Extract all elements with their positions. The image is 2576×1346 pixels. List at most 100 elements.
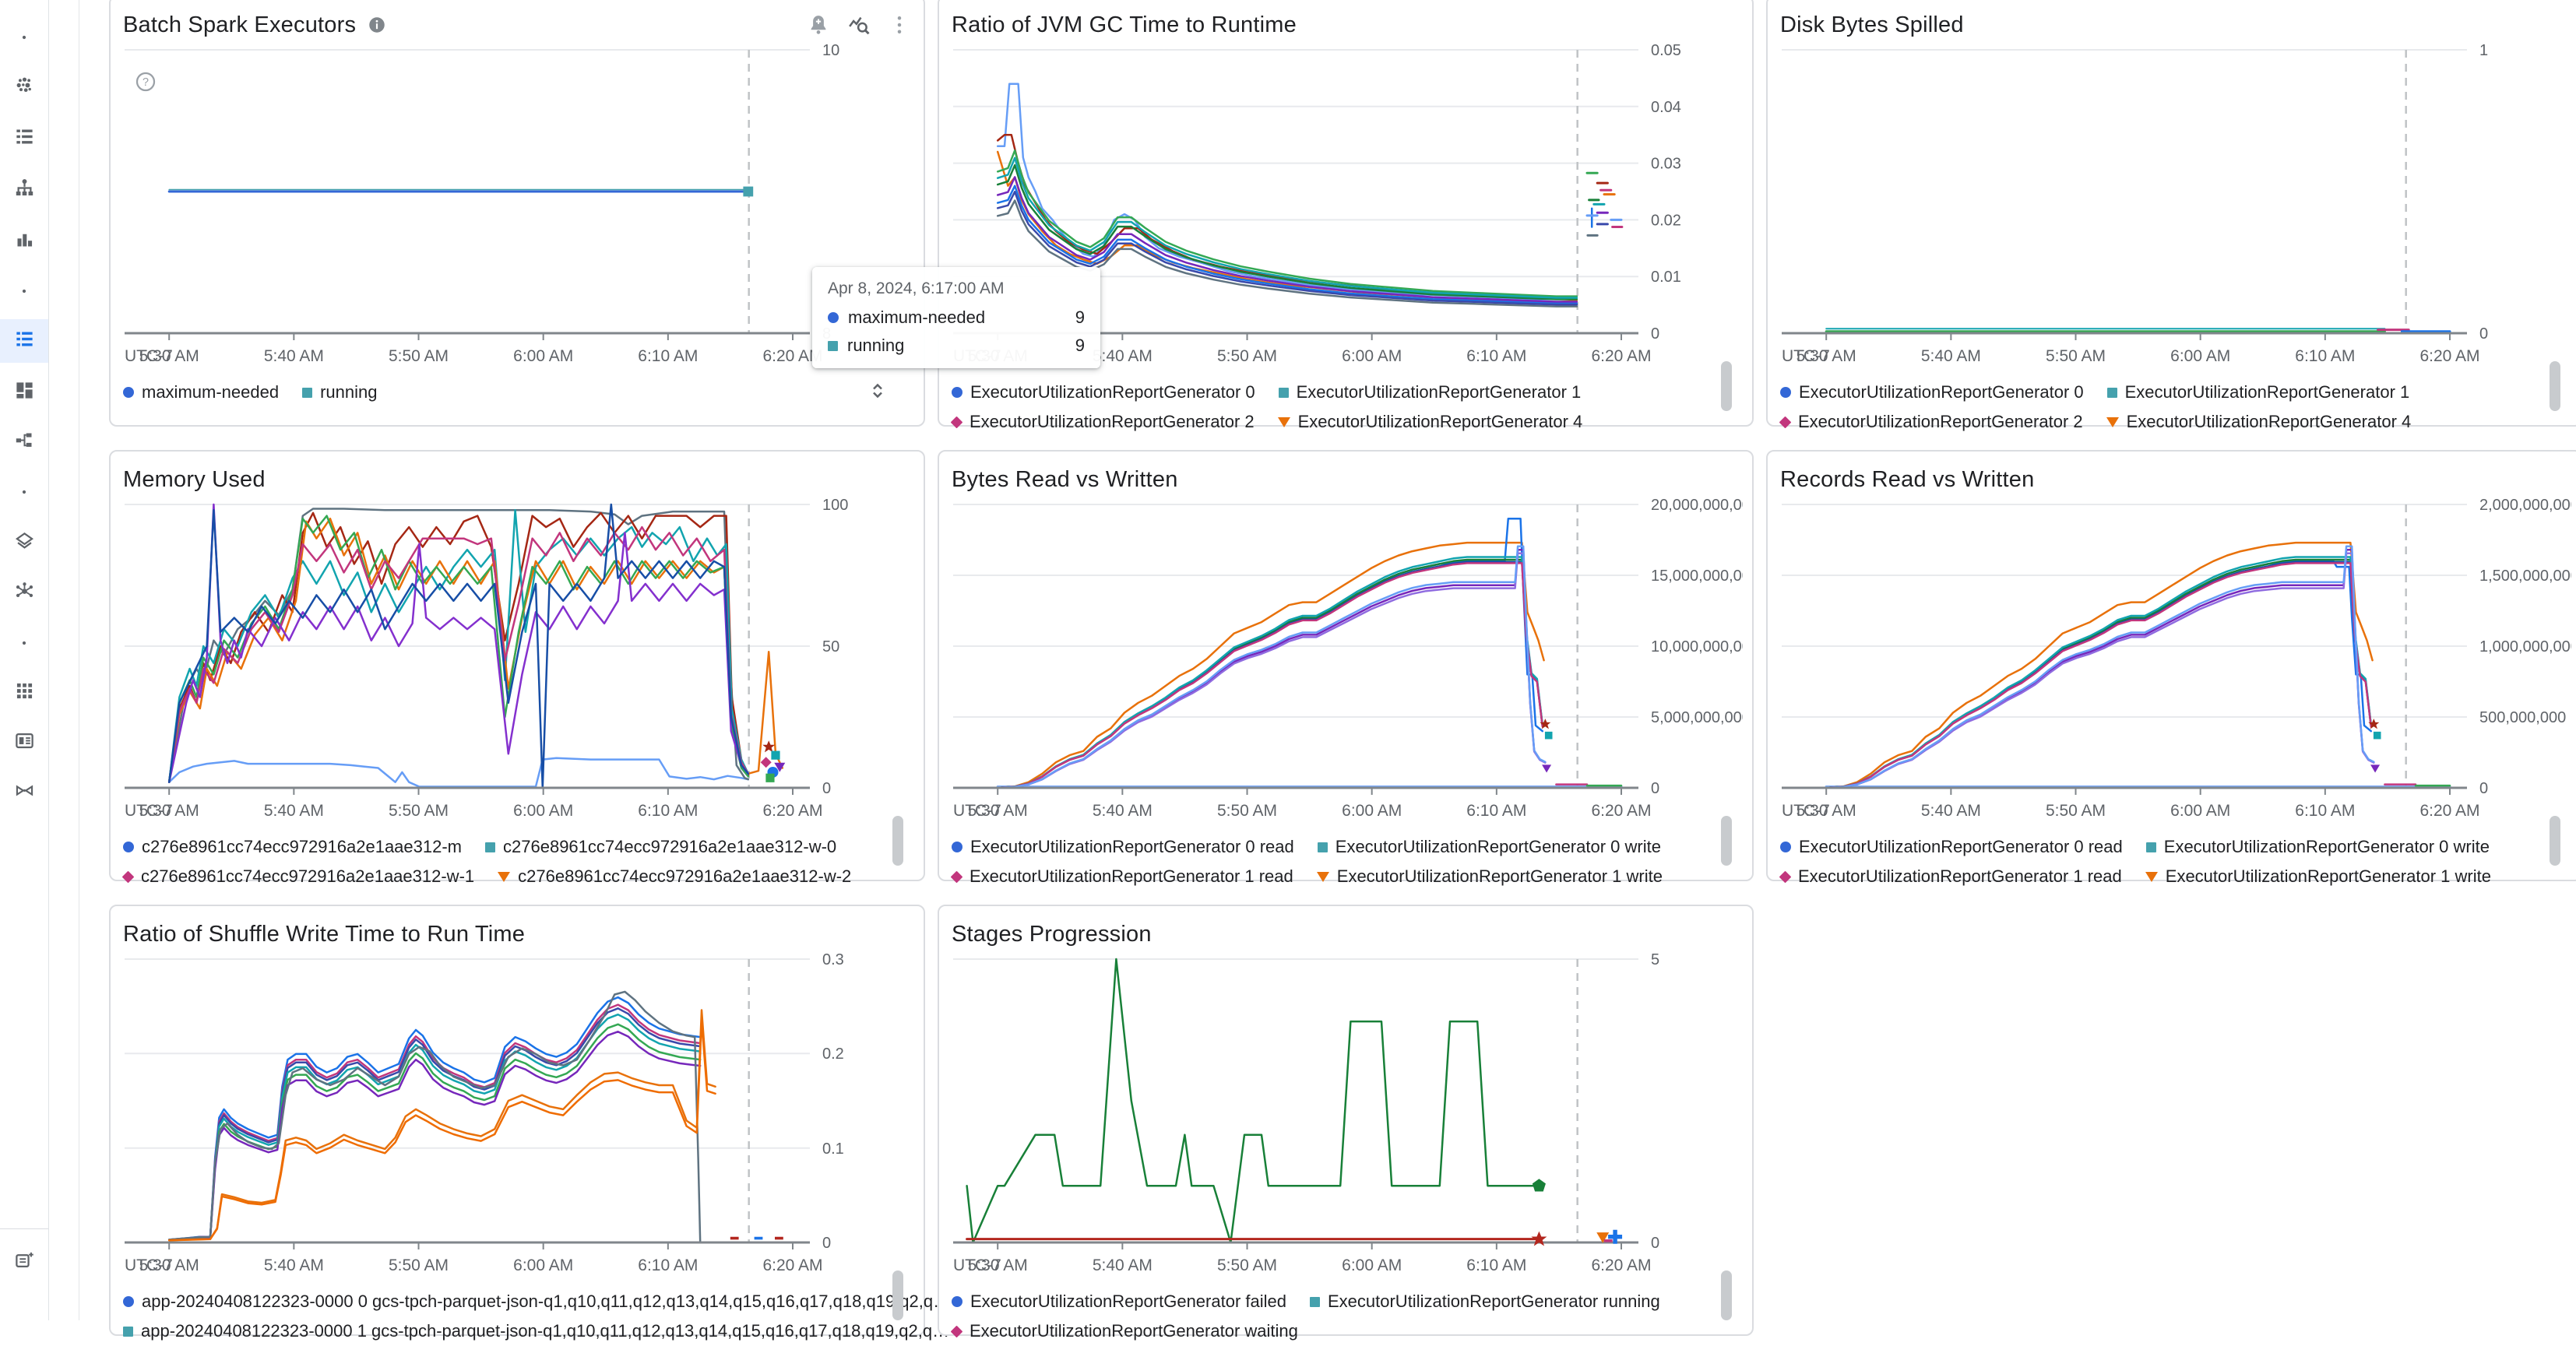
nav-dashboard[interactable]	[0, 371, 48, 414]
x-axis-label: 6:20 AM	[762, 1256, 822, 1274]
y-axis-label: 2,000,000,000	[2479, 498, 2571, 514]
legend-item[interactable]: running	[302, 382, 377, 402]
alert-bell-plus-icon[interactable]	[807, 13, 830, 37]
legend-item[interactable]: ExecutorUtilizationReportGenerator 1 wri…	[1317, 866, 1663, 887]
nav-dot-2[interactable]	[0, 271, 48, 315]
chart-legend: ExecutorUtilizationReportGenerator 0 Exec…	[1780, 378, 2568, 437]
x-axis-label: 6:10 AM	[638, 802, 698, 820]
nav-network[interactable]	[0, 571, 48, 615]
nav-metrics[interactable]	[0, 220, 48, 263]
nav-release-notes[interactable]	[0, 1241, 48, 1284]
point-marker-triangle	[1542, 764, 1551, 772]
legend-scrollbar-thumb[interactable]	[892, 1270, 903, 1320]
chart-legend: ExecutorUtilizationReportGenerator 0 rea…	[952, 832, 1740, 891]
legend-item[interactable]: ExecutorUtilizationReportGenerator 4	[2106, 412, 2412, 432]
legend-item[interactable]: ExecutorUtilizationReportGenerator 2	[1780, 412, 2083, 432]
legend-item[interactable]: c276e8961cc74ecc972916a2e1aae312-w-1	[123, 866, 474, 887]
panel-title: Records Read vs Written	[1780, 467, 2034, 493]
legend-row: c276e8961cc74ecc972916a2e1aae312-w-1 c276…	[123, 862, 911, 891]
legend-item[interactable]: ExecutorUtilizationReportGenerator 0	[1780, 382, 2084, 402]
legend-row: ExecutorUtilizationReportGenerator 0 Exec…	[952, 378, 1740, 407]
legend-item[interactable]: c276e8961cc74ecc972916a2e1aae312-m	[123, 837, 462, 857]
y-axis-label: 10	[822, 44, 839, 59]
legend-item[interactable]: app-20240408122323-0000 0 gcs-tpch-parqu…	[123, 1292, 950, 1312]
chart-canvas[interactable]: 108UTC-75:30 AM5:40 AM5:50 AM6:00 AM6:10…	[123, 44, 914, 369]
nav-clusters[interactable]	[0, 65, 48, 109]
legend-item[interactable]: ExecutorUtilizationReportGenerator 1 rea…	[952, 866, 1293, 887]
legend-label: ExecutorUtilizationReportGenerator 1	[2125, 382, 2410, 402]
legend-item[interactable]: ExecutorUtilizationReportGenerator 0 rea…	[952, 837, 1294, 857]
nav-dot-1[interactable]	[0, 17, 48, 61]
legend-marker-diamond	[951, 870, 963, 883]
more-vert-icon[interactable]	[888, 13, 911, 37]
legend-label: c276e8961cc74ecc972916a2e1aae312-w-2	[518, 866, 851, 887]
legend-marker-square	[1279, 388, 1289, 398]
legend-item[interactable]: ExecutorUtilizationReportGenerator 0 rea…	[1780, 837, 2123, 857]
legend-item[interactable]: ExecutorUtilizationReportGenerator faile…	[952, 1292, 1286, 1312]
legend-item[interactable]: ExecutorUtilizationReportGenerator 2	[952, 412, 1255, 432]
legend-item[interactable]: ExecutorUtilizationReportGenerator 1	[1279, 382, 1582, 402]
legend-label: ExecutorUtilizationReportGenerator 1 wri…	[1337, 866, 1663, 887]
series-line	[1826, 561, 2371, 788]
nav-news-card[interactable]	[0, 721, 48, 764]
dot-icon	[16, 634, 33, 655]
y-axis-label: 0	[822, 1235, 831, 1252]
legend-scrollbar-thumb[interactable]	[1721, 816, 1732, 866]
legend-scrollbar-thumb[interactable]	[1721, 361, 1732, 411]
legend-item[interactable]: ExecutorUtilizationReportGenerator runni…	[1310, 1292, 1660, 1312]
chart-canvas[interactable]: 2,000,000,0001,500,000,0001,000,000,0005…	[1780, 498, 2571, 824]
legend-scrollbar-thumb[interactable]	[892, 816, 903, 866]
legend-item[interactable]: ExecutorUtilizationReportGenerator 1	[2107, 382, 2410, 402]
legend-item[interactable]: ExecutorUtilizationReportGenerator 1 wri…	[2145, 866, 2491, 887]
nav-pipelines[interactable]	[0, 420, 48, 464]
legend-item[interactable]: app-20240408122323-0000 1 gcs-tpch-parqu…	[123, 1321, 949, 1341]
legend-marker-circle	[123, 387, 134, 398]
help-icon[interactable]: ?	[134, 70, 157, 97]
legend-item[interactable]: ExecutorUtilizationReportGenerator 0	[952, 382, 1255, 402]
chart-canvas[interactable]: 20,000,000,00015,000,000,00010,000,000,0…	[952, 498, 1743, 824]
x-axis-label: 6:00 AM	[513, 1256, 573, 1274]
point-marker-star	[762, 740, 775, 752]
chart-legend: app-20240408122323-0000 0 gcs-tpch-parqu…	[123, 1287, 911, 1346]
point-marker-square	[771, 751, 779, 760]
nav-dot-3[interactable]	[0, 472, 48, 515]
y-axis-label: 0	[1651, 1235, 1659, 1252]
nav-dot-4[interactable]	[0, 623, 48, 666]
legend-row: ExecutorUtilizationReportGenerator 2 Exec…	[952, 407, 1740, 437]
legend-row: ExecutorUtilizationReportGenerator 0 rea…	[1780, 832, 2568, 862]
legend-expand-toggle[interactable]	[866, 379, 889, 406]
nav-hierarchy[interactable]	[0, 168, 48, 212]
legend-scrollbar-thumb[interactable]	[2550, 816, 2560, 866]
info-icon[interactable]	[367, 15, 387, 35]
legend-label: ExecutorUtilizationReportGenerator 0 wri…	[2164, 837, 2490, 857]
legend-scrollbar-thumb[interactable]	[1721, 1270, 1732, 1320]
legend-item[interactable]: ExecutorUtilizationReportGenerator 4	[1278, 412, 1583, 432]
legend-scrollbar-thumb[interactable]	[2550, 361, 2560, 411]
legend-item[interactable]: ExecutorUtilizationReportGenerator 1 rea…	[1780, 866, 2122, 887]
nav-layers[interactable]	[0, 522, 48, 565]
nav-dataset[interactable]	[0, 771, 48, 814]
y-axis-label: 20,000,000,000	[1651, 498, 1743, 514]
legend-item[interactable]: ExecutorUtilizationReportGenerator 0 wri…	[1318, 837, 1661, 857]
legend-item[interactable]: c276e8961cc74ecc972916a2e1aae312-w-0	[485, 837, 836, 857]
nav-batches[interactable]	[0, 319, 48, 363]
legend-marker-square	[2146, 842, 2156, 852]
nav-apps-grid[interactable]	[0, 671, 48, 715]
legend-item[interactable]: c276e8961cc74ecc972916a2e1aae312-w-2	[498, 866, 851, 887]
legend-marker-circle	[952, 1296, 962, 1307]
legend-item[interactable]: ExecutorUtilizationReportGenerator waiti…	[952, 1321, 1298, 1341]
point-marker-square	[743, 187, 753, 197]
metrics-explore-icon[interactable]	[847, 13, 871, 37]
nav-jobs-list[interactable]	[0, 117, 48, 160]
legend-item[interactable]: ExecutorUtilizationReportGenerator 0 wri…	[2146, 837, 2490, 857]
legend-item[interactable]: maximum-needed	[123, 382, 279, 402]
